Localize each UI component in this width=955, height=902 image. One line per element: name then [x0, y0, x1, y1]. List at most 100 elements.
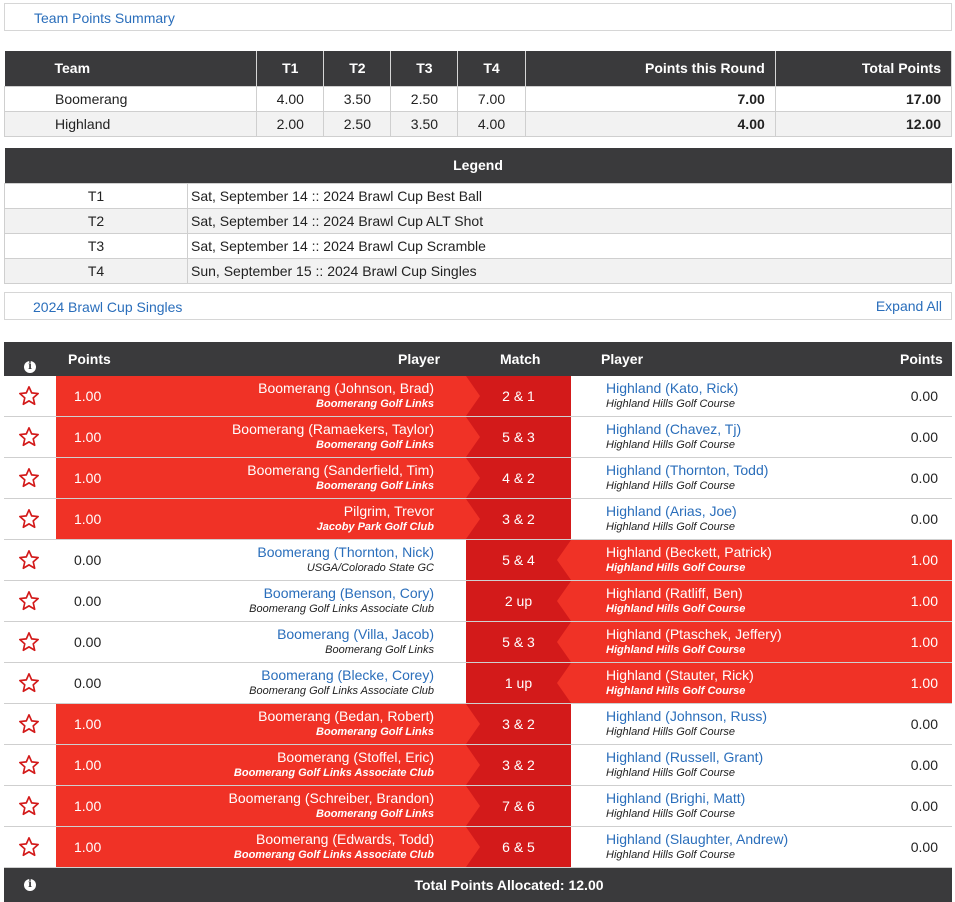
info-icon[interactable]: i [24, 361, 36, 373]
right-player-cell: Highland (Arias, Joe) Highland Hills Gol… [571, 499, 952, 539]
star-icon[interactable] [18, 590, 40, 612]
star-icon[interactable] [18, 631, 40, 653]
left-player-name: Boomerang (Sanderfield, Tim) [247, 462, 434, 478]
right-player-name[interactable]: Highland (Chavez, Tj) [606, 421, 742, 437]
winner-arrow-left [466, 499, 480, 539]
match-score: 3 & 2 [502, 511, 535, 527]
left-player-name[interactable]: Boomerang (Benson, Cory) [263, 585, 434, 601]
t1-value: 2.00 [256, 110, 325, 137]
left-player-cell: 1.00 Boomerang (Stoffel, Eric) Boomerang… [56, 745, 466, 785]
left-player-name[interactable]: Boomerang (Thornton, Nick) [257, 544, 434, 560]
round-title-link[interactable]: 2024 Brawl Cup Singles [33, 299, 183, 315]
right-player-cell: Highland (Ptaschek, Jeffery) Highland Hi… [571, 622, 952, 662]
star-icon[interactable] [18, 426, 40, 448]
right-player-club: Highland Hills Golf Course [606, 767, 735, 779]
match-score: 5 & 3 [502, 634, 535, 650]
right-player-name[interactable]: Highland (Kato, Rick) [606, 380, 739, 396]
left-player-name[interactable]: Boomerang (Blecke, Corey) [261, 667, 434, 683]
left-points: 1.00 [74, 798, 102, 814]
left-player-cell: 1.00 Boomerang (Ramaekers, Taylor) Boome… [56, 417, 466, 457]
star-icon[interactable] [18, 713, 40, 735]
team-row: Highland 2.00 2.50 3.50 4.00 4.00 12.00 [3, 110, 953, 137]
left-player-name: Boomerang (Stoffel, Eric) [277, 749, 434, 765]
match-score: 7 & 6 [502, 798, 535, 814]
left-player-name[interactable]: Boomerang (Villa, Jacob) [277, 626, 434, 642]
info-icon[interactable]: i [24, 879, 36, 891]
right-player-name[interactable]: Highland (Brighi, Matt) [606, 790, 746, 806]
team-name: Highland [3, 110, 258, 137]
match-result-cell: 1 up [466, 663, 571, 703]
match-result-cell: 5 & 3 [466, 417, 571, 457]
right-player-name[interactable]: Highland (Johnson, Russ) [606, 708, 768, 724]
t3-value: 3.50 [390, 110, 459, 137]
right-points: 1.00 [910, 634, 938, 650]
legend-value: Sat, September 14 :: 2024 Brawl Cup Best… [187, 182, 952, 209]
right-player-cell: Highland (Johnson, Russ) Highland Hills … [571, 704, 952, 744]
match-result-cell: 4 & 2 [466, 458, 571, 498]
legend-row: T1 Sat, September 14 :: 2024 Brawl Cup B… [4, 182, 952, 209]
legend-row: T4 Sun, September 15 :: 2024 Brawl Cup S… [4, 257, 952, 284]
team-points-summary-link[interactable]: Team Points Summary [34, 10, 175, 26]
left-points: 1.00 [74, 716, 102, 732]
total-points: 17.00 [774, 85, 953, 112]
winner-arrow-right [557, 663, 571, 703]
star-icon[interactable] [18, 754, 40, 776]
right-player-name[interactable]: Highland (Russell, Grant) [606, 749, 764, 765]
round-title-bar: 2024 Brawl Cup Singles Expand All [4, 292, 952, 320]
left-player-cell: 1.00 Boomerang (Bedan, Robert) Boomerang… [56, 704, 466, 744]
legend-key: T1 [4, 182, 188, 209]
star-icon[interactable] [18, 467, 40, 489]
match-result-cell: 2 up [466, 581, 571, 621]
left-player-name: Boomerang (Bedan, Robert) [258, 708, 434, 724]
right-points: 1.00 [910, 675, 938, 691]
left-player-cell: 0.00 Boomerang (Benson, Cory) Boomerang … [56, 581, 466, 621]
right-player-cell: Highland (Russell, Grant) Highland Hills… [571, 745, 952, 785]
star-icon[interactable] [18, 385, 40, 407]
left-player-club: Boomerang Golf Links [325, 644, 434, 656]
match-score: 6 & 5 [502, 839, 535, 855]
match-row: 1.00 Boomerang (Johnson, Brad) Boomerang… [4, 376, 952, 417]
winner-arrow-left [466, 786, 480, 826]
match-result-cell: 5 & 4 [466, 540, 571, 580]
right-player-cell: Highland (Chavez, Tj) Highland Hills Gol… [571, 417, 952, 457]
legend-key: T2 [4, 207, 188, 234]
left-points: 0.00 [74, 552, 102, 568]
right-player-name[interactable]: Highland (Arias, Joe) [606, 503, 737, 519]
col-points-right: Points [900, 351, 943, 367]
match-row: 1.00 Boomerang (Ramaekers, Taylor) Boome… [4, 417, 952, 458]
winner-arrow-right [557, 622, 571, 662]
star-icon[interactable] [18, 672, 40, 694]
right-player-name: Highland (Ratliff, Ben) [606, 585, 743, 601]
left-player-club: Boomerang Golf Links Associate Club [233, 767, 434, 779]
col-total-points: Total Points [775, 51, 953, 86]
right-points: 1.00 [910, 552, 938, 568]
right-player-name[interactable]: Highland (Slaughter, Andrew) [606, 831, 789, 847]
match-score: 5 & 4 [502, 552, 535, 568]
right-player-name[interactable]: Highland (Thornton, Todd) [606, 462, 769, 478]
right-player-cell: Highland (Slaughter, Andrew) Highland Hi… [571, 827, 952, 867]
left-player-cell: 1.00 Boomerang (Johnson, Brad) Boomerang… [56, 376, 466, 416]
left-player-cell: 1.00 Boomerang (Schreiber, Brandon) Boom… [56, 786, 466, 826]
star-icon[interactable] [18, 836, 40, 858]
right-player-club: Highland Hills Golf Course [606, 521, 735, 533]
legend-table: Legend T1 Sat, September 14 :: 2024 Braw… [4, 148, 952, 284]
t2-value: 3.50 [323, 85, 392, 112]
left-player-club: Boomerang Golf Links [316, 480, 434, 492]
team-name: Boomerang [3, 85, 258, 112]
col-t2: T2 [323, 51, 392, 86]
match-row: 1.00 Boomerang (Schreiber, Brandon) Boom… [4, 786, 952, 827]
legend-row: T3 Sat, September 14 :: 2024 Brawl Cup S… [4, 232, 952, 259]
star-icon[interactable] [18, 508, 40, 530]
star-icon[interactable] [18, 795, 40, 817]
total-points: 12.00 [774, 110, 953, 137]
round-points: 7.00 [524, 85, 776, 112]
left-player-cell: 1.00 Boomerang (Sanderfield, Tim) Boomer… [56, 458, 466, 498]
winner-arrow-left [466, 376, 480, 416]
right-player-club: Highland Hills Golf Course [606, 562, 746, 574]
expand-all-link[interactable]: Expand All [875, 298, 942, 314]
match-row: 0.00 Boomerang (Villa, Jacob) Boomerang … [4, 622, 952, 663]
left-player-cell: 0.00 Boomerang (Thornton, Nick) USGA/Col… [56, 540, 466, 580]
match-score: 3 & 2 [502, 716, 535, 732]
left-points: 1.00 [74, 757, 102, 773]
star-icon[interactable] [18, 549, 40, 571]
